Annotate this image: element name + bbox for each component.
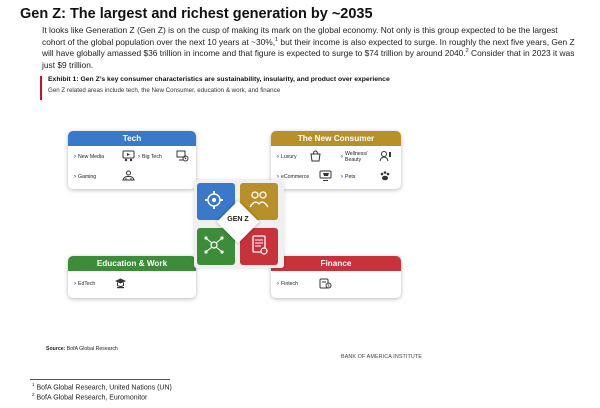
chevron-right-icon: › <box>277 154 279 160</box>
intro-part1: It looks like Generation Z (Gen Z) is on… <box>42 25 558 47</box>
people-icon <box>249 191 269 208</box>
education-card: Education & Work › EdTech <box>68 256 196 298</box>
consumer-item-wellness: › Wellness/ Beauty <box>341 151 368 163</box>
chevron-right-icon: › <box>74 281 76 287</box>
brand-logo-text: BANK OF AMERICA INSTITUTE <box>341 354 422 360</box>
source-label: Source: <box>46 346 66 352</box>
footnote-2: 2 BofA Global Research, Euromonitor <box>32 392 148 402</box>
tech-card-title: Tech <box>68 131 196 146</box>
intro-part3: Consider that in 2023 it was just $9 tri… <box>42 48 575 70</box>
education-item-edtech: › EdTech <box>74 281 96 287</box>
gen-z-label: GEN Z <box>227 216 249 223</box>
exhibit-subtitle: Gen Z related areas include tech, the Ne… <box>48 87 281 94</box>
education-card-title: Education & Work <box>68 256 196 271</box>
finance-card-title: Finance <box>271 256 401 271</box>
edtech-icon <box>114 277 127 289</box>
footnote-ref-1[interactable]: 1 <box>275 36 279 43</box>
page-title: Gen Z: The largest and richest generatio… <box>20 6 373 22</box>
media-icon <box>122 150 135 162</box>
chevron-right-icon: › <box>74 154 76 160</box>
document-icon <box>252 235 268 255</box>
consumer-item-ecommerce: › eCommerce <box>277 174 310 180</box>
tech-card: Tech › New Media › Big Tech › Gaming <box>68 131 196 189</box>
footnote-ref-2[interactable]: 2 <box>465 48 469 55</box>
consumer-item-luxury: › Luxury <box>277 154 297 160</box>
tech-item-big-tech: › Big Tech <box>138 154 162 160</box>
chevron-right-icon: › <box>277 174 279 180</box>
source-text: BofA Global Research <box>66 346 118 352</box>
chevron-right-icon: › <box>341 174 343 180</box>
wellness-icon <box>379 150 392 162</box>
new-consumer-card-title: The New Consumer <box>271 131 401 146</box>
new-consumer-card: The New Consumer › Luxury › Wellness/ Beau… <box>271 131 401 189</box>
tech-item-new-media: › New Media <box>74 154 104 160</box>
finance-card: Finance › Fintech $ <box>271 256 401 298</box>
footnote-1: 1 BofA Global Research, United Nations (… <box>32 382 172 392</box>
ecommerce-icon <box>319 170 332 182</box>
tech-item-gaming: › Gaming <box>74 174 97 180</box>
gaming-icon <box>122 170 135 182</box>
chevron-right-icon: › <box>341 154 343 160</box>
intro-paragraph: It looks like Generation Z (Gen Z) is on… <box>42 25 578 71</box>
source-line: Source: BofA Global Research <box>46 346 118 352</box>
chevron-right-icon: › <box>74 174 76 180</box>
fintech-icon: $ <box>319 277 332 289</box>
finance-item-fintech: › Fintech <box>277 281 299 287</box>
chevron-right-icon: › <box>277 281 279 287</box>
exhibit-caption: Exhibit 1: Gen Z’s key consumer characte… <box>40 76 462 100</box>
consumer-item-pets: › Pets <box>341 174 356 180</box>
footnote-divider <box>30 379 170 380</box>
exhibit-title: Exhibit 1: Gen Z’s key consumer characte… <box>48 76 390 83</box>
intro-part2: but their income is also expected to sur… <box>42 36 575 59</box>
luxury-icon <box>309 150 322 162</box>
network-icon <box>204 236 224 254</box>
pets-icon <box>379 170 392 182</box>
svg-text:$: $ <box>327 283 330 288</box>
big-tech-icon <box>176 150 189 162</box>
chevron-right-icon: › <box>138 154 140 160</box>
gear-icon <box>205 191 223 209</box>
